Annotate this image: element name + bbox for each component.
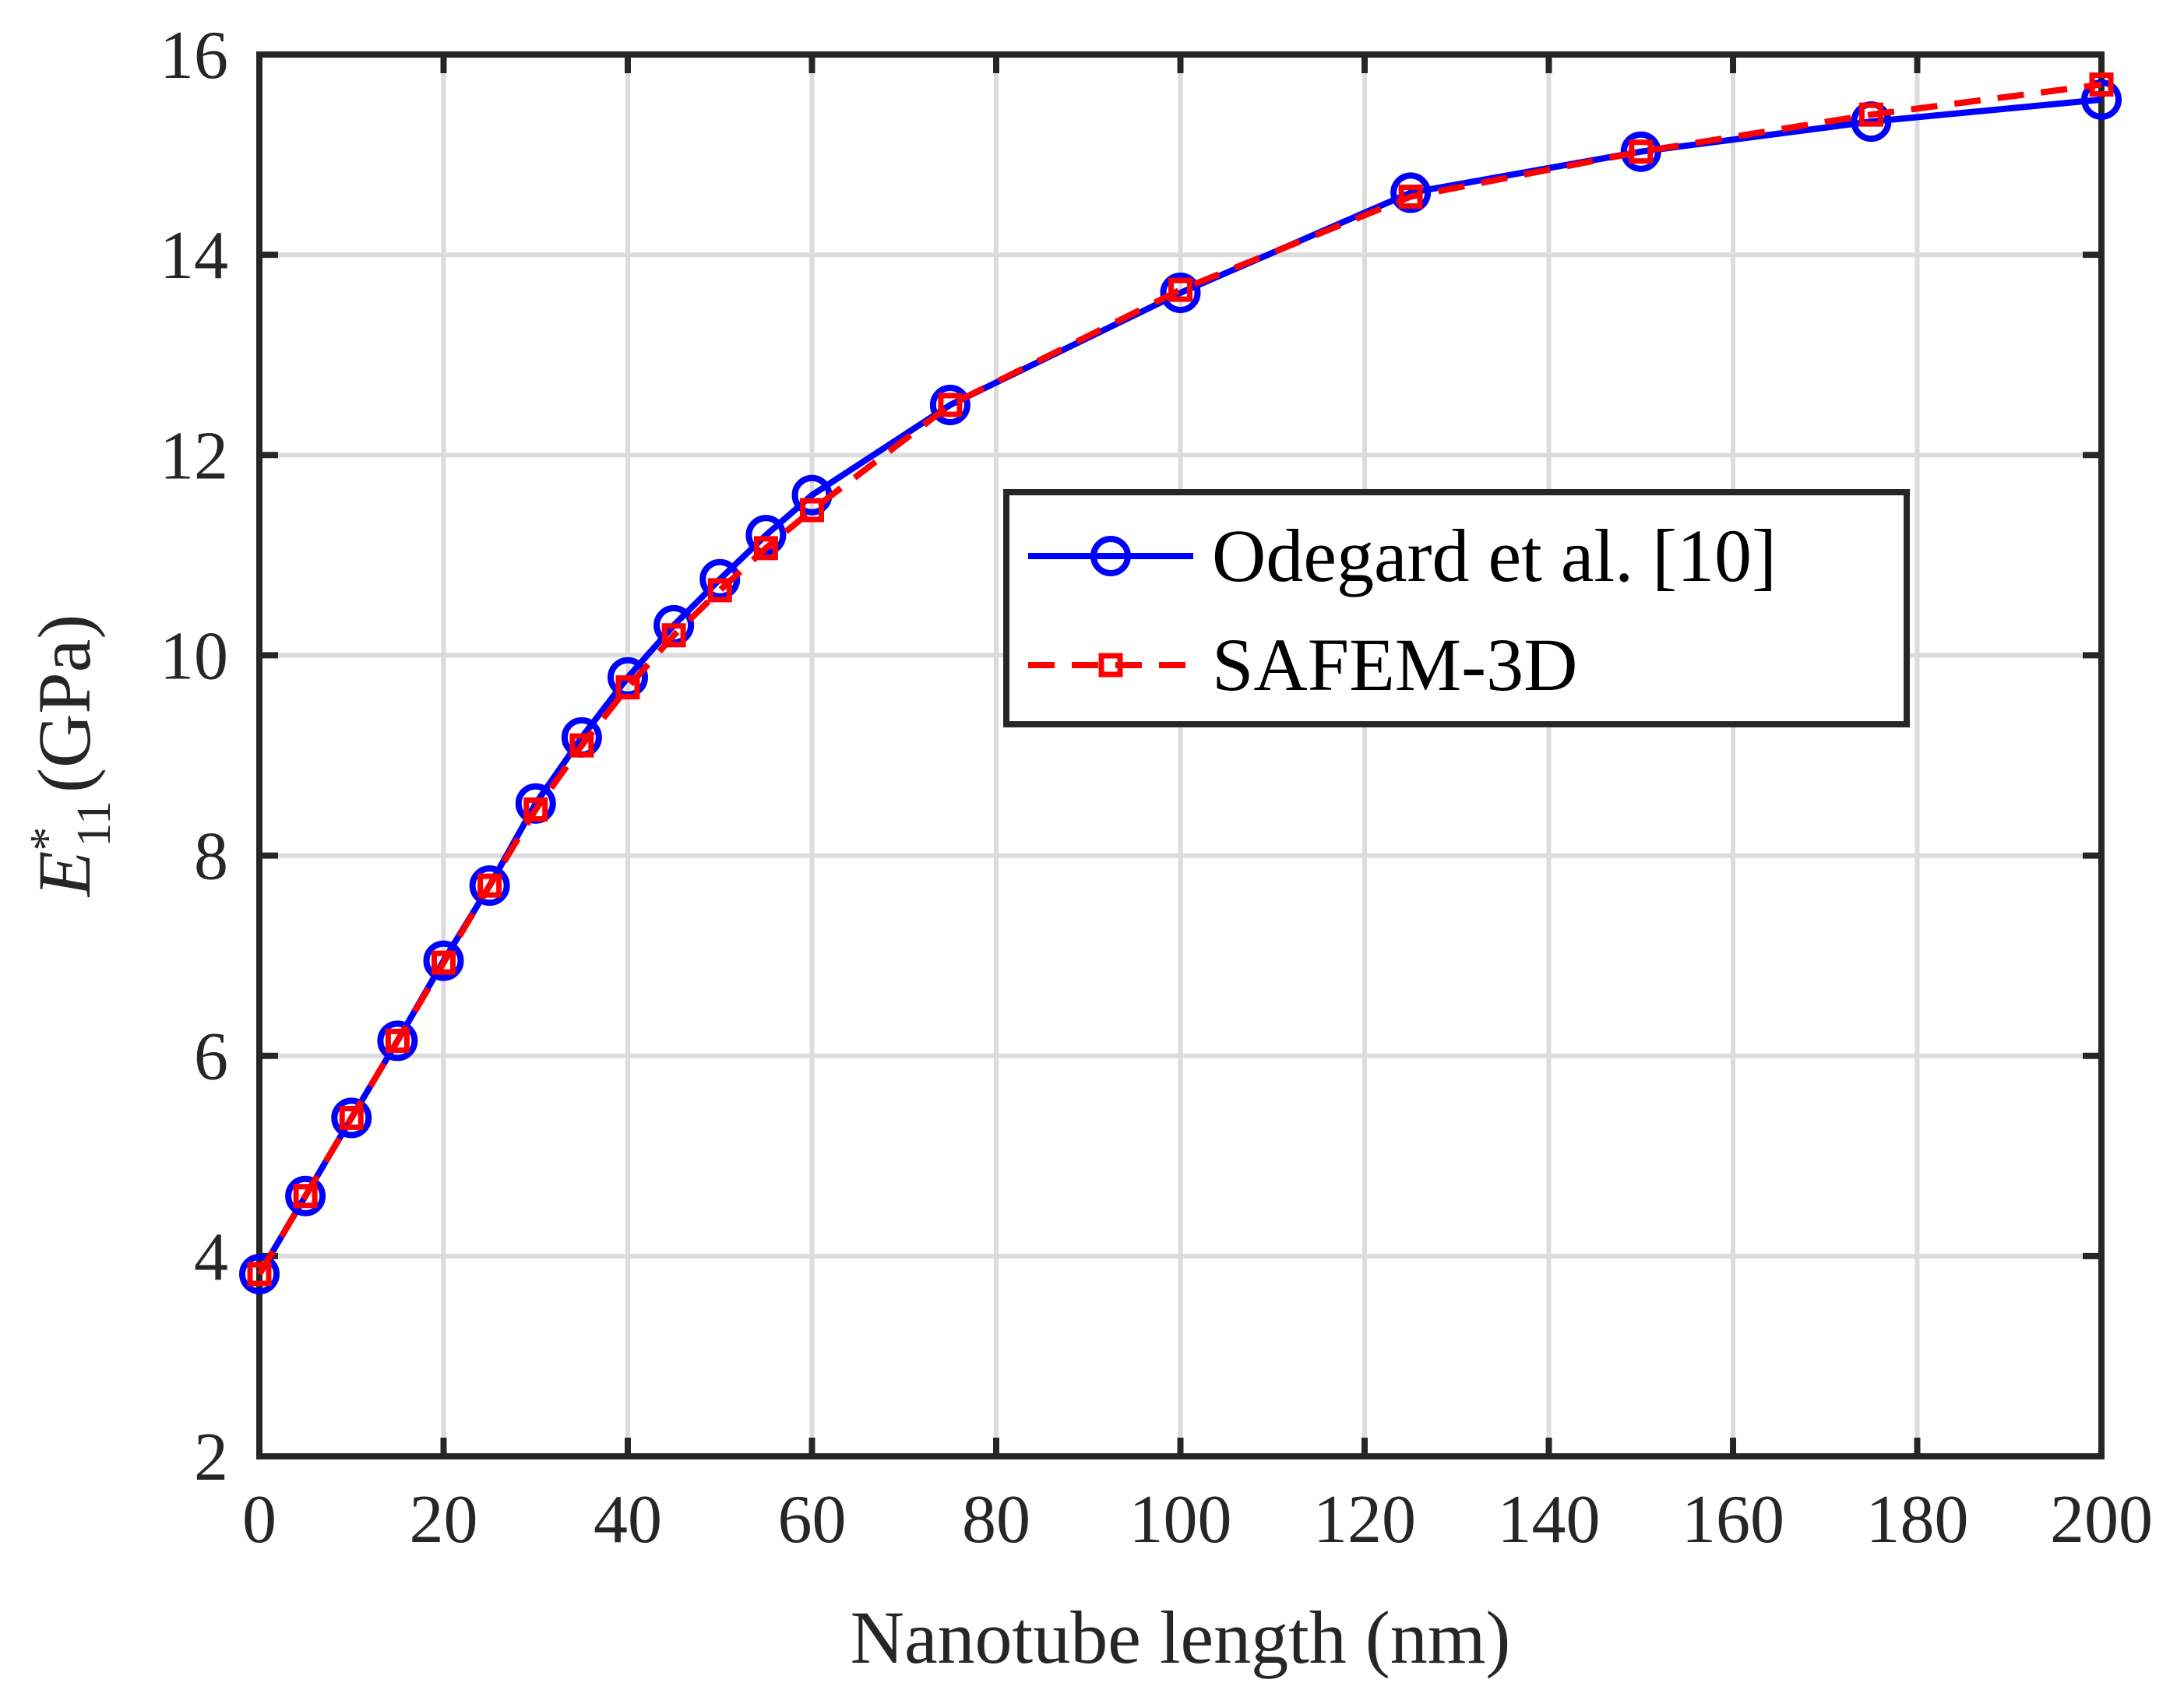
data-point-square	[938, 393, 963, 417]
data-point-circle	[331, 1097, 372, 1139]
data-point-square	[1168, 277, 1192, 302]
tick-labels: 0 20 40 60 80 100 120 140 160 180 200 2 4 6 8 10 12 14 16	[160, 18, 2153, 1558]
legend-label: SAFEM-3D	[1212, 623, 1577, 706]
data-point-circle	[423, 940, 464, 981]
x-tick-label: 40	[594, 1482, 662, 1558]
x-tick-label: 80	[962, 1482, 1030, 1558]
legend-item-1: Odegard et al. [10]	[1028, 514, 1777, 597]
grid	[259, 55, 2101, 1456]
data-point-square	[477, 873, 502, 898]
data-point-square	[753, 536, 778, 561]
data-point-circle	[1160, 273, 1201, 313]
data-point-square	[1629, 139, 1654, 164]
x-tick-label: 200	[2050, 1482, 2153, 1558]
data-point-square	[2089, 72, 2114, 97]
series-2	[247, 72, 2114, 1287]
x-tick-label: 160	[1682, 1482, 1784, 1558]
y-axis-superscript: *	[21, 827, 74, 851]
legend-item-2: SAFEM-3D	[1028, 623, 1577, 706]
y-tick-label: 4	[194, 1220, 228, 1295]
data-point-square	[293, 1184, 318, 1209]
data-point-square	[800, 498, 824, 523]
y-tick-label: 2	[194, 1420, 228, 1495]
y-axis-label: E*11 (GPa)	[21, 614, 121, 899]
x-tick-label: 120	[1313, 1482, 1416, 1558]
y-tick-label: 12	[160, 418, 228, 494]
y-axis-subscript: 11	[68, 801, 121, 847]
x-axis-label: Nanotube length (nm)	[851, 1596, 1511, 1679]
data-point-circle	[2081, 79, 2122, 120]
data-point-square	[1858, 102, 1883, 127]
data-point-circle	[699, 558, 741, 600]
data-point-square	[432, 950, 456, 975]
y-axis-unit: (GPa)	[23, 614, 106, 793]
y-tick-label: 16	[160, 18, 228, 93]
data-point-square	[1098, 653, 1123, 678]
data-point-square	[339, 1105, 364, 1130]
data-point-square	[569, 733, 594, 758]
legend-items: Odegard et al. [10] SAFEM-3D	[1028, 514, 1777, 706]
y-tick-label: 10	[160, 618, 228, 694]
data-point-square	[523, 797, 548, 822]
x-tick-label: 100	[1129, 1482, 1232, 1558]
legend: Odegard et al. [10] SAFEM-3D	[1003, 489, 1910, 727]
data-point-circle	[1390, 172, 1432, 213]
legend-label: Odegard et al. [10]	[1212, 514, 1777, 597]
ticks	[256, 51, 2105, 1459]
legend-box	[1003, 489, 1910, 727]
data-point-circle	[929, 385, 970, 425]
y-tick-label: 14	[160, 218, 228, 294]
data-point-square	[385, 1028, 410, 1053]
data-point-circle	[239, 1254, 280, 1294]
x-tick-label: 180	[1866, 1482, 1969, 1558]
y-tick-label: 8	[194, 819, 228, 895]
x-tick-label: 20	[410, 1482, 478, 1558]
data-point-square	[615, 675, 640, 700]
series-line	[256, 81, 2102, 1276]
x-tick-label: 60	[778, 1482, 847, 1558]
data-point-circle	[469, 865, 510, 907]
data-point-square	[661, 623, 686, 648]
y-axis-symbol: E	[23, 851, 106, 899]
data-point-circle	[1090, 536, 1131, 576]
x-tick-label: 140	[1498, 1482, 1601, 1558]
series	[239, 72, 2122, 1294]
x-tick-label: 0	[242, 1482, 277, 1558]
data-point-circle	[377, 1020, 418, 1061]
data-point-square	[247, 1262, 272, 1287]
y-tick-label: 6	[194, 1019, 228, 1095]
data-point-square	[1398, 185, 1423, 209]
data-point-circle	[285, 1175, 326, 1216]
data-point-square	[707, 578, 732, 603]
